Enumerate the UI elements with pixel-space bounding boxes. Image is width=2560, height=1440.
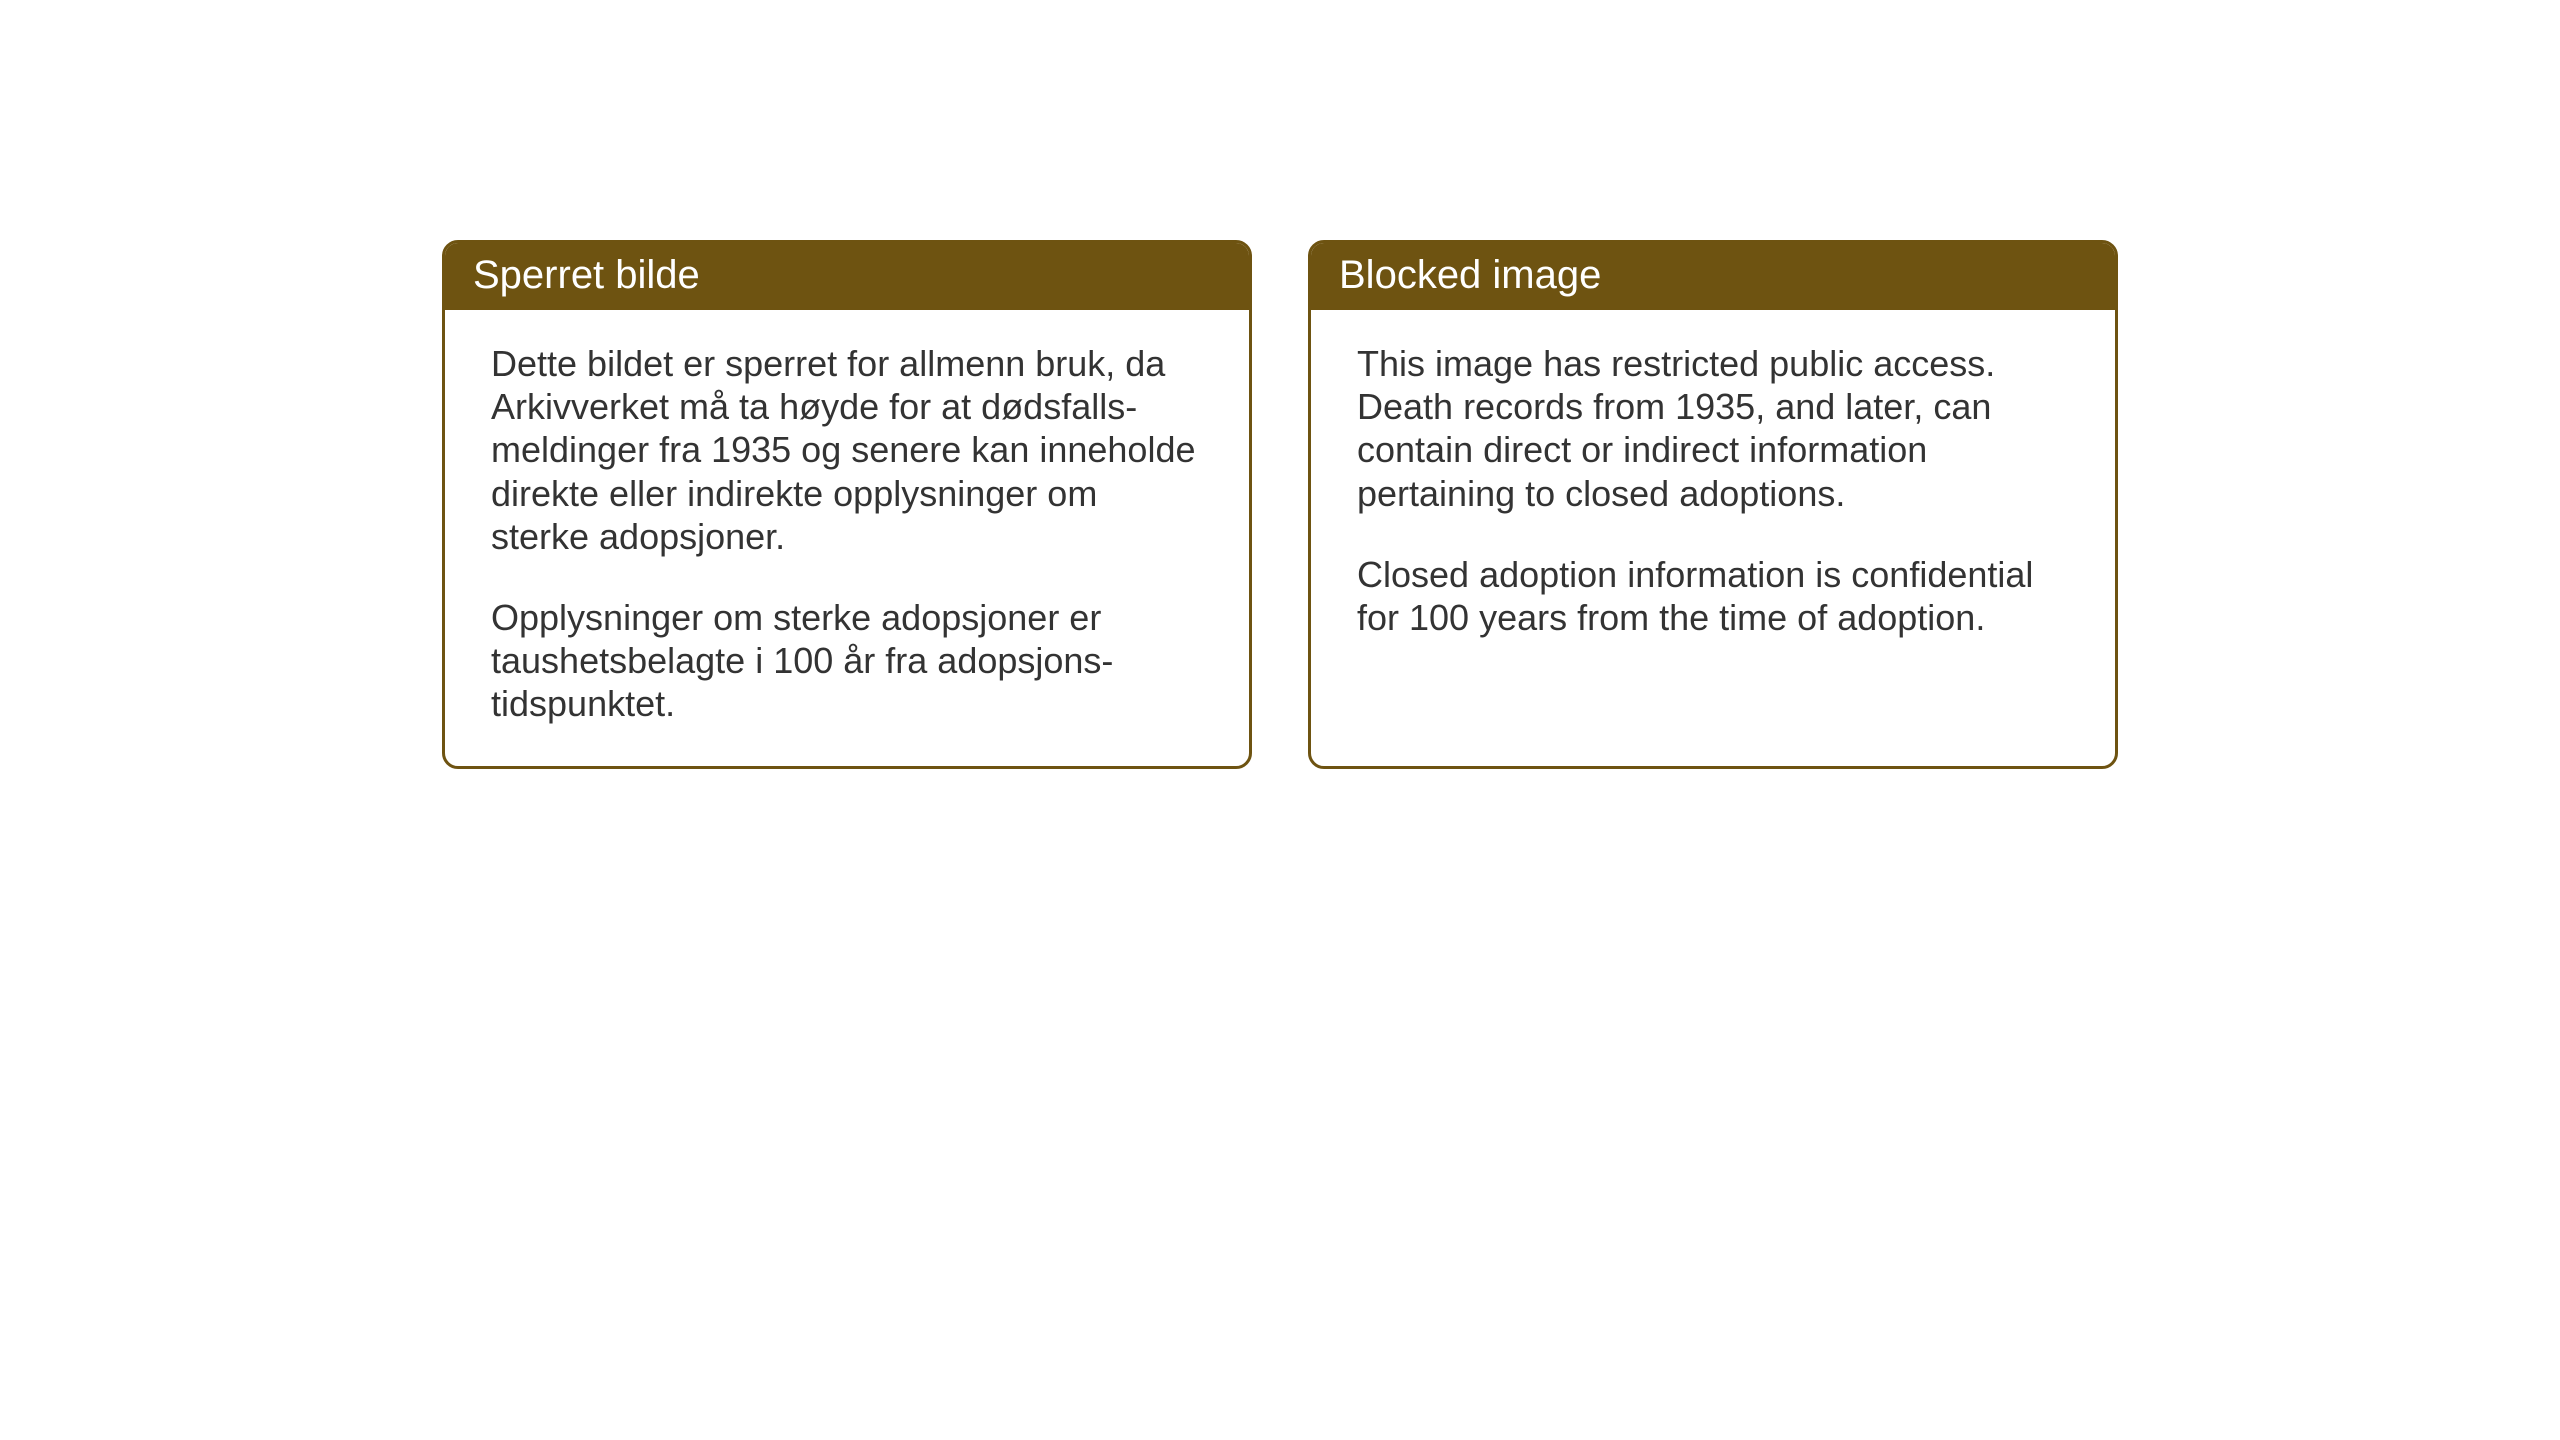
notice-container: Sperret bilde Dette bildet er sperret fo… <box>442 240 2118 769</box>
card-paragraph-1-english: This image has restricted public access.… <box>1357 342 2069 515</box>
notice-card-english: Blocked image This image has restricted … <box>1308 240 2118 769</box>
notice-card-norwegian: Sperret bilde Dette bildet er sperret fo… <box>442 240 1252 769</box>
card-title-norwegian: Sperret bilde <box>473 253 700 297</box>
card-paragraph-2-english: Closed adoption information is confident… <box>1357 553 2069 639</box>
card-header-norwegian: Sperret bilde <box>445 243 1249 310</box>
card-header-english: Blocked image <box>1311 243 2115 310</box>
card-paragraph-1-norwegian: Dette bildet er sperret for allmenn bruk… <box>491 342 1203 558</box>
card-body-norwegian: Dette bildet er sperret for allmenn bruk… <box>445 310 1249 766</box>
card-body-english: This image has restricted public access.… <box>1311 310 2115 679</box>
card-title-english: Blocked image <box>1339 253 1601 297</box>
card-paragraph-2-norwegian: Opplysninger om sterke adopsjoner er tau… <box>491 596 1203 726</box>
